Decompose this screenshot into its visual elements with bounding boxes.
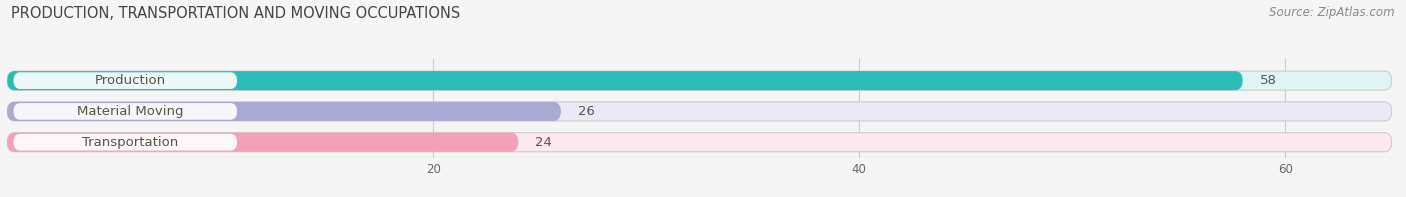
FancyBboxPatch shape [14,72,238,89]
Text: Material Moving: Material Moving [77,105,184,118]
Text: Transportation: Transportation [83,136,179,149]
FancyBboxPatch shape [7,102,561,121]
Text: 58: 58 [1260,74,1277,87]
Text: PRODUCTION, TRANSPORTATION AND MOVING OCCUPATIONS: PRODUCTION, TRANSPORTATION AND MOVING OC… [11,6,461,21]
FancyBboxPatch shape [7,102,1392,121]
FancyBboxPatch shape [7,71,1392,90]
Text: Source: ZipAtlas.com: Source: ZipAtlas.com [1270,6,1395,19]
FancyBboxPatch shape [7,133,519,152]
Text: 24: 24 [536,136,553,149]
FancyBboxPatch shape [7,71,1243,90]
FancyBboxPatch shape [7,133,1392,152]
FancyBboxPatch shape [14,103,238,120]
Text: 26: 26 [578,105,595,118]
Text: Production: Production [96,74,166,87]
FancyBboxPatch shape [14,134,238,151]
